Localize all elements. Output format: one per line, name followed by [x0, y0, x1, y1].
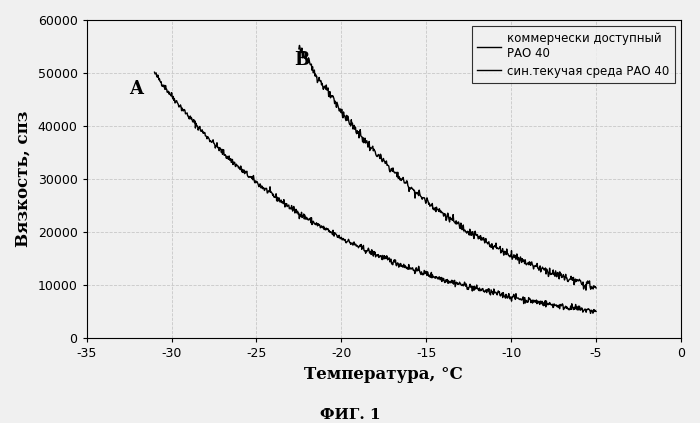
син.текучая среда РАО 40 — [586, 285, 594, 290]
коммерчески доступный
РАО 40 — [592, 309, 601, 314]
син.текучая среда РАО 40 — [295, 43, 304, 48]
коммерчески доступный
РАО 40 — [587, 311, 595, 316]
син.текучая среда РАО 40 — [436, 208, 445, 213]
коммерчески доступный
РАО 40 — [432, 276, 440, 281]
Legend: коммерчески доступный
РАО 40, син.текучая среда РАО 40: коммерчески доступный РАО 40, син.текуча… — [472, 26, 675, 83]
Text: B: B — [294, 51, 309, 69]
Text: ФИГ. 1: ФИГ. 1 — [320, 408, 380, 422]
син.текучая среда РАО 40 — [539, 266, 547, 271]
син.текучая среда РАО 40 — [582, 288, 590, 293]
коммерчески доступный
РАО 40 — [419, 272, 427, 277]
коммерчески доступный
РАО 40 — [150, 70, 159, 75]
коммерчески доступный
РАО 40 — [407, 266, 415, 271]
син.текучая среда РАО 40 — [438, 210, 447, 215]
Y-axis label: Вязкость, спз: Вязкость, спз — [15, 111, 32, 247]
Text: A: A — [129, 80, 143, 98]
син.текучая среда РАО 40 — [592, 286, 601, 291]
коммерчески доступный
РАО 40 — [177, 108, 186, 113]
син.текучая среда РАО 40 — [473, 233, 481, 238]
син.текучая среда РАО 40 — [456, 226, 465, 231]
коммерчески доступный
РАО 40 — [531, 298, 539, 303]
X-axis label: Температура, °C: Температура, °C — [304, 365, 463, 383]
коммерчески доступный
РАО 40 — [485, 291, 494, 296]
Line: коммерчески доступный
РАО 40: коммерчески доступный РАО 40 — [155, 72, 596, 313]
син.текучая среда РАО 40 — [295, 46, 303, 51]
Line: син.текучая среда РАО 40: син.текучая среда РАО 40 — [299, 45, 596, 290]
